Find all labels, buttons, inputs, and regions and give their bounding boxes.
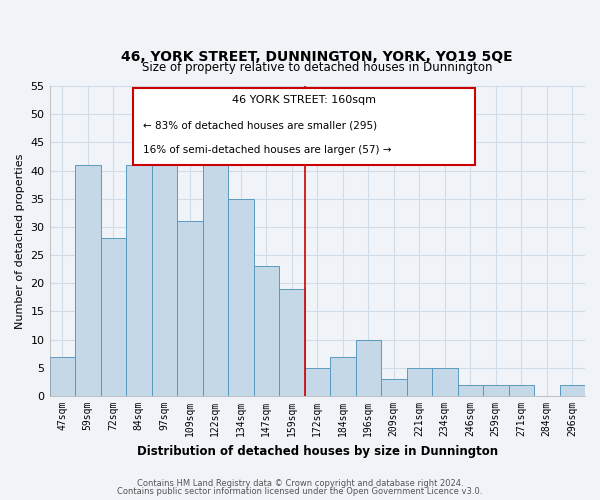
Bar bbox=[203, 148, 228, 396]
Y-axis label: Number of detached properties: Number of detached properties bbox=[15, 154, 25, 328]
Bar bbox=[509, 385, 534, 396]
Bar bbox=[177, 222, 203, 396]
Text: Contains HM Land Registry data © Crown copyright and database right 2024.: Contains HM Land Registry data © Crown c… bbox=[137, 478, 463, 488]
Bar bbox=[254, 266, 279, 396]
Bar bbox=[152, 142, 177, 396]
Bar bbox=[458, 385, 483, 396]
Bar bbox=[228, 198, 254, 396]
Text: 16% of semi-detached houses are larger (57) →: 16% of semi-detached houses are larger (… bbox=[143, 145, 392, 155]
Text: 46 YORK STREET: 160sqm: 46 YORK STREET: 160sqm bbox=[232, 96, 376, 106]
Bar bbox=[432, 368, 458, 396]
Bar bbox=[483, 385, 509, 396]
Bar bbox=[305, 368, 330, 396]
Bar bbox=[101, 238, 126, 396]
X-axis label: Distribution of detached houses by size in Dunnington: Distribution of detached houses by size … bbox=[137, 444, 498, 458]
Bar bbox=[50, 356, 75, 396]
Text: Size of property relative to detached houses in Dunnington: Size of property relative to detached ho… bbox=[142, 60, 493, 74]
FancyBboxPatch shape bbox=[133, 88, 475, 165]
Bar bbox=[279, 289, 305, 396]
Text: ← 83% of detached houses are smaller (295): ← 83% of detached houses are smaller (29… bbox=[143, 120, 377, 130]
Bar bbox=[330, 356, 356, 396]
Bar bbox=[126, 165, 152, 396]
Bar bbox=[356, 340, 381, 396]
Bar bbox=[560, 385, 585, 396]
Bar bbox=[75, 165, 101, 396]
Text: Contains public sector information licensed under the Open Government Licence v3: Contains public sector information licen… bbox=[118, 487, 482, 496]
Bar bbox=[381, 379, 407, 396]
Title: 46, YORK STREET, DUNNINGTON, YORK, YO19 5QE: 46, YORK STREET, DUNNINGTON, YORK, YO19 … bbox=[121, 50, 513, 64]
Bar bbox=[407, 368, 432, 396]
